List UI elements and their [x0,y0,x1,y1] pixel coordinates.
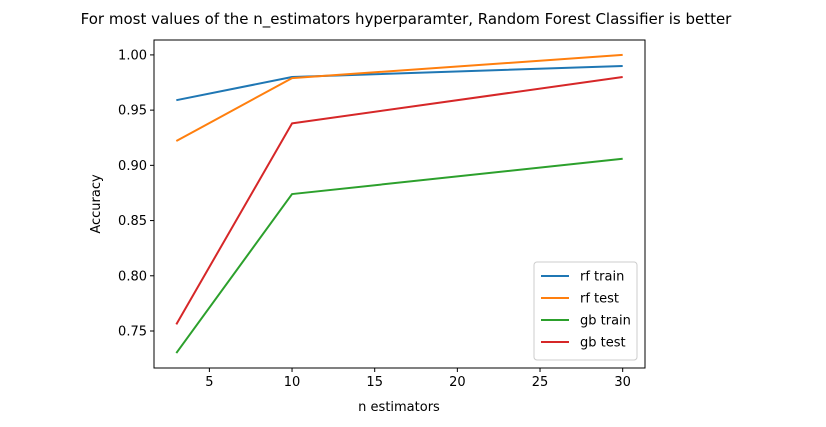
legend-label: gb test [580,336,626,351]
legend-label: rf train [580,270,624,285]
x-tick-label: 20 [449,375,466,390]
x-axis-label: n estimators [358,400,440,415]
y-tick-label: 0.90 [118,159,147,174]
y-tick-label: 0.95 [118,104,147,119]
y-tick-label: 0.75 [118,325,147,340]
x-tick-label: 15 [366,375,383,390]
series-line-gb-train [175,157,623,354]
x-axis: 5 10 15 20 25 30 [205,368,631,390]
series-layer [175,53,623,354]
legend: rf train rf test gb train gb test [533,261,638,361]
legend-label: gb train [580,314,631,329]
chart-title: For most values of the n_estimators hype… [81,10,733,29]
series-line-rf-train [176,64,623,102]
x-tick-label: 10 [284,375,301,390]
legend-label: rf test [580,292,619,307]
x-tick-label: 5 [205,375,213,390]
legend-box [533,261,638,361]
y-tick-label: 0.80 [118,269,147,284]
y-axis-label: Accuracy [89,174,104,234]
y-tick-label: 0.85 [118,214,147,229]
y-axis: 0.75 0.80 0.85 0.90 0.95 1.00 [118,48,154,340]
x-tick-label: 25 [532,375,549,390]
y-tick-label: 1.00 [118,48,147,63]
series-line-rf-test [175,53,623,142]
series-line-gb-test [175,76,623,325]
x-tick-label: 30 [614,375,631,390]
